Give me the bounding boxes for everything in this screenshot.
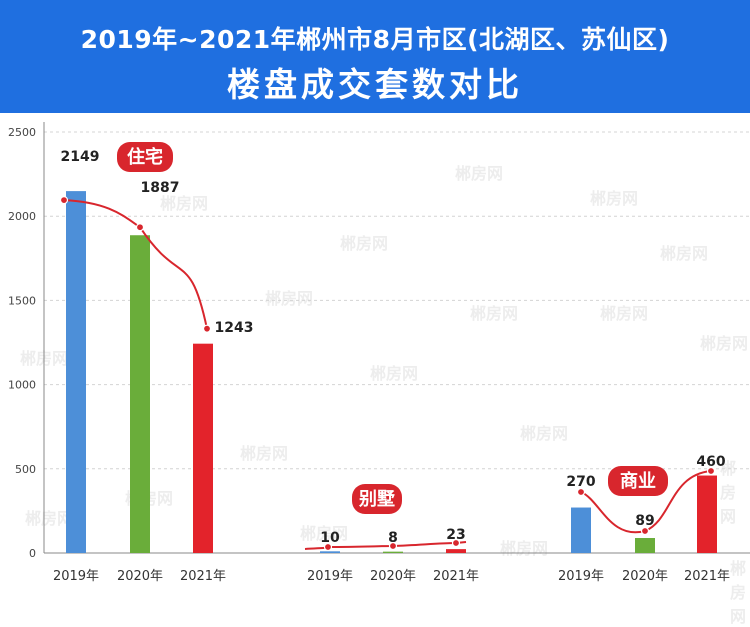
trend-point — [323, 542, 333, 552]
data-label: 1887 — [141, 180, 180, 196]
bar — [446, 549, 466, 553]
trend-line — [304, 541, 467, 550]
watermark: 郴房网 — [660, 244, 709, 263]
title-banner: 2019年~2021年郴州市8月市区(北湖区、苏仙区) 楼盘成交套数对比 — [0, 0, 750, 113]
watermark: 郴房网 — [160, 194, 209, 213]
chart-title: 2019年~2021年郴州市8月市区(北湖区、苏仙区) — [80, 25, 670, 54]
trend-line — [63, 199, 208, 329]
bar — [571, 507, 591, 553]
x-tick-label: 2019年 — [307, 569, 353, 584]
watermark: 郴房网 — [600, 304, 649, 323]
watermark: 郴房网 — [240, 444, 289, 463]
trend-point — [59, 196, 69, 205]
x-tick-label: 2021年 — [433, 569, 479, 584]
bar — [193, 343, 213, 553]
x-tick-label: 2019年 — [53, 569, 99, 584]
data-label: 270 — [566, 474, 595, 490]
data-label: 10 — [320, 530, 340, 546]
watermark: 郴房网 — [340, 234, 389, 253]
bar — [130, 235, 150, 554]
watermark: 郴房网 — [470, 304, 519, 323]
watermark: 郴房网 — [300, 524, 349, 543]
data-label: 23 — [446, 527, 465, 543]
y-tick-label: 1000 — [8, 379, 36, 392]
bar — [66, 191, 86, 553]
bar — [383, 551, 403, 553]
watermark: 郴房网 — [455, 164, 504, 183]
trend-point — [640, 526, 650, 536]
watermark: 郴房网 — [590, 189, 639, 208]
watermark: 郴房网 — [700, 334, 749, 353]
x-tick-label: 2020年 — [117, 569, 163, 584]
trend-point — [451, 538, 461, 548]
y-tick-label: 0 — [29, 547, 36, 560]
y-tick-label: 2000 — [8, 210, 36, 223]
watermark: 郴房网 — [265, 289, 314, 308]
group-badge — [117, 142, 173, 172]
bar-chart: 0 500 1000 1500 2000 2500 2019年 2020年 2021年 2019年… — [8, 122, 750, 584]
watermark: 郴房网 — [370, 364, 419, 383]
group-badge — [608, 466, 668, 496]
x-tick-label: 2019年 — [558, 569, 604, 584]
group-badge-label: 商业 — [620, 470, 656, 492]
group-badge-label: 住宅 — [127, 146, 163, 168]
trend-point — [202, 324, 212, 333]
chart-subtitle: 楼盘成交套数对比 — [227, 65, 523, 104]
bar — [635, 538, 655, 553]
x-tick-label: 2020年 — [622, 569, 668, 584]
data-label: 2149 — [61, 149, 100, 165]
data-label: 89 — [635, 513, 654, 529]
data-label: 460 — [696, 454, 725, 470]
x-tick-label: 2021年 — [684, 569, 730, 584]
trend-point — [706, 466, 716, 476]
x-tick-label: 2020年 — [370, 569, 416, 584]
data-label: 1243 — [215, 320, 254, 336]
trend-point — [388, 541, 398, 551]
watermark: 郴房网 — [25, 509, 74, 528]
bar — [697, 475, 717, 553]
y-tick-label: 2500 — [8, 126, 36, 139]
group-badge — [352, 484, 402, 514]
y-tick-label: 500 — [15, 463, 36, 476]
data-label: 8 — [388, 530, 398, 546]
trend-point — [135, 223, 145, 232]
group-badge-label: 别墅 — [358, 489, 395, 510]
y-tick-label: 1500 — [8, 294, 36, 307]
bar — [320, 551, 340, 553]
watermark: 郴房网 — [520, 424, 569, 443]
trend-point — [576, 487, 586, 497]
x-tick-label: 2021年 — [180, 569, 226, 584]
